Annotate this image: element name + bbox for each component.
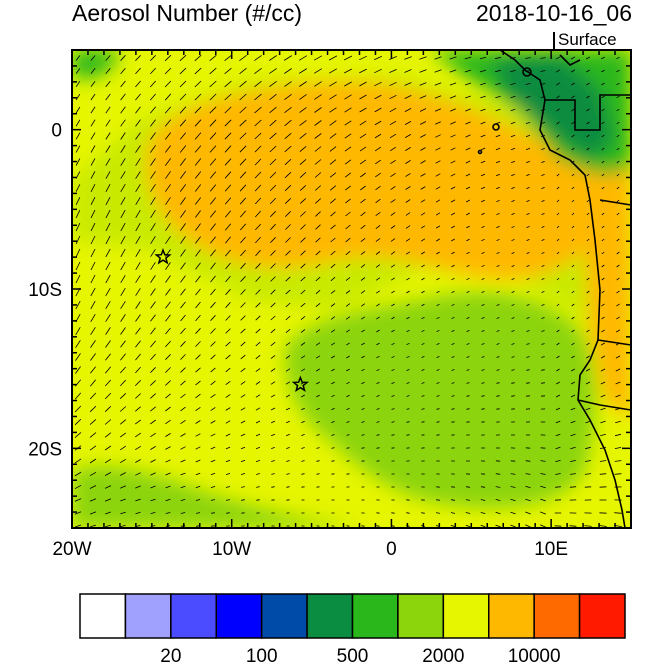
colorbar-label: 500 (337, 646, 369, 667)
lon-tick-label: 20W (52, 539, 91, 560)
lower-concentration-region (285, 292, 596, 509)
axis-ticks (71, 49, 632, 529)
colorbar-box (79, 593, 127, 639)
level-label: Surface (558, 30, 617, 49)
colorbar-box (578, 593, 626, 639)
colorbar-box (397, 593, 445, 639)
colorbar-box (351, 593, 399, 639)
lat-tick-label: 10S (28, 280, 62, 301)
colorbar-box (215, 593, 263, 639)
colorbar-box (306, 593, 354, 639)
colorbar-box (170, 593, 217, 639)
colorbar: 20 100 500 2000 10000 (79, 593, 626, 667)
colorbar-box (124, 593, 172, 639)
level-marker (553, 32, 555, 50)
axis-tick-labels: 20W 10W 0 10E 0 10S 20S (28, 121, 568, 560)
wind-vectors (74, 54, 622, 528)
lat-tick-label: 0 (51, 121, 62, 142)
colorbar-box (442, 593, 490, 639)
colorbar-box (260, 593, 308, 639)
colorbar-label: 10000 (508, 646, 561, 667)
site-markers (154, 247, 310, 393)
star-marker-west (154, 247, 172, 265)
lon-tick-label: 0 (386, 539, 397, 560)
lon-tick-label: 10E (534, 539, 568, 560)
concentration-field (72, 50, 631, 528)
colorbar-label: 2000 (422, 646, 464, 667)
colorbar-box (488, 593, 535, 639)
plot-title: Aerosol Number (#/cc) (72, 0, 303, 26)
colorbar-box (533, 593, 581, 639)
timestamp-label: 2018-10-16_06 (475, 0, 632, 26)
high-concentration-plume (146, 81, 594, 279)
lon-tick-label: 10W (212, 539, 251, 560)
coastline (477, 50, 631, 528)
colorbar-label: 20 (160, 646, 181, 667)
wind-vector-field (74, 54, 622, 528)
star-marker-south (291, 375, 310, 393)
lat-tick-label: 20S (28, 439, 62, 460)
colorbar-label: 100 (246, 646, 278, 667)
